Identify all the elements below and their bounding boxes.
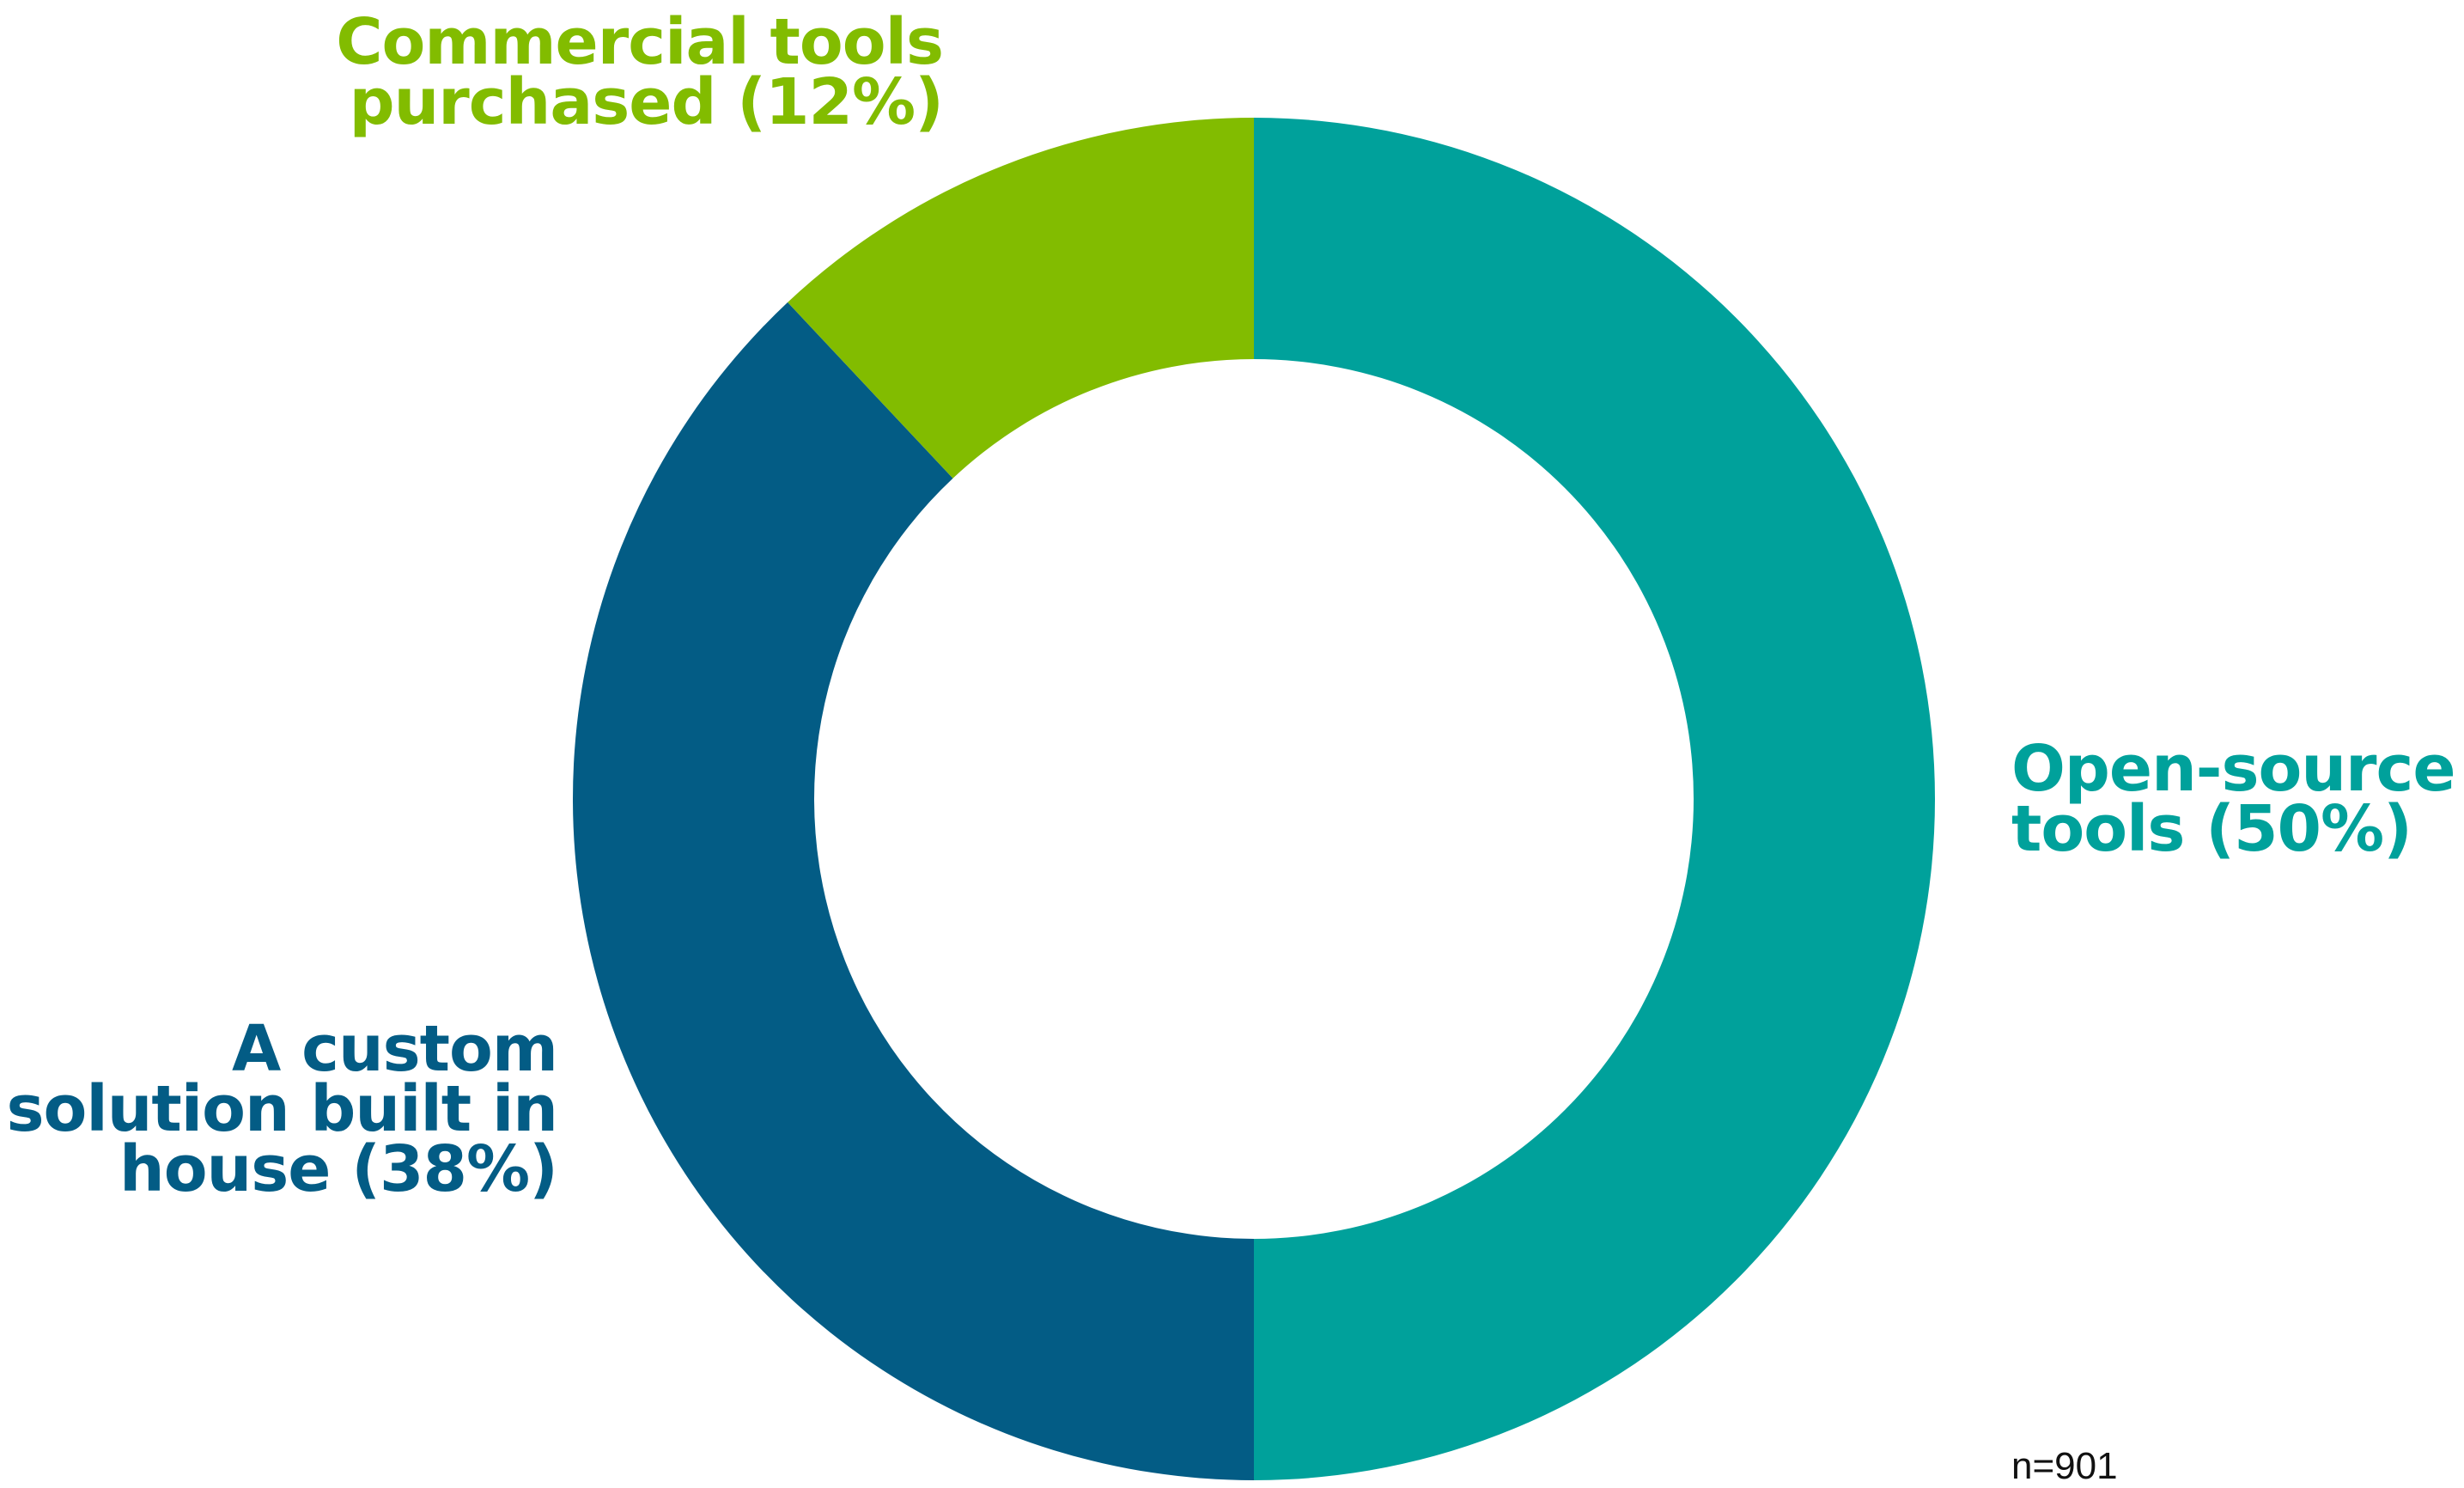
label-custom-line-1: A custom [232, 1012, 558, 1086]
slice-open-source [1254, 118, 1935, 1480]
label-commercial-line-1: Commercial tools [336, 5, 944, 79]
label-open-source-line-2: tools (50%) [2011, 792, 2412, 866]
donut-slices [572, 118, 1935, 1481]
label-commercial-line-2: purchased (12%) [349, 65, 944, 139]
label-commercial-tools: Commercial tools purchased (12%) [336, 5, 944, 139]
label-open-source-tools: Open-source tools (50%) [2011, 732, 2456, 866]
label-custom-line-2: solution built in [6, 1072, 558, 1146]
label-custom-line-3: house (38%) [119, 1132, 558, 1206]
slice-custom-solution [572, 302, 1254, 1481]
label-open-source-line-1: Open-source [2011, 732, 2456, 806]
slice-commercial-tools [788, 118, 1254, 479]
sample-size-note: n=901 [2011, 1445, 2118, 1487]
label-custom-solution: A custom solution built in house (38%) [6, 1012, 558, 1206]
